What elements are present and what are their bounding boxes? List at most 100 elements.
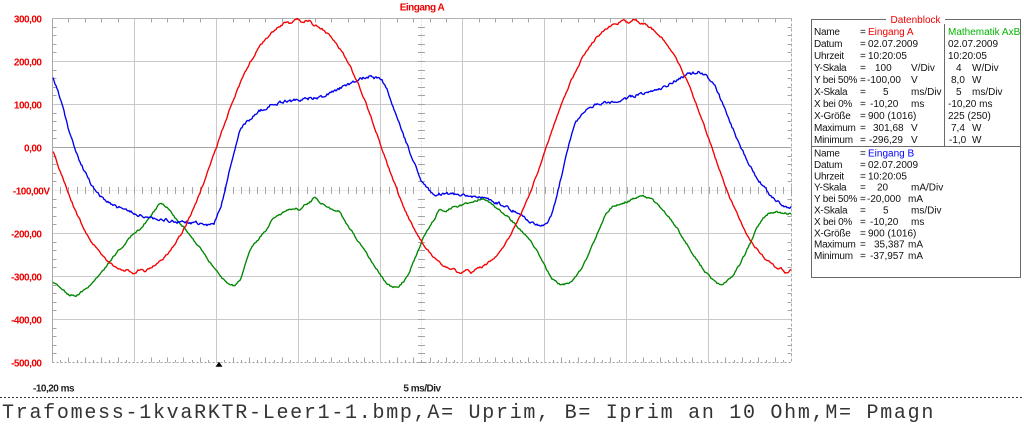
svg-text:300,00: 300,00	[14, 15, 43, 26]
svg-text:Y-Skala: Y-Skala	[814, 183, 847, 194]
svg-text:=: =	[860, 123, 866, 134]
svg-text:X bei 0%: X bei 0%	[814, 217, 852, 228]
svg-text:Eingang A: Eingang A	[400, 2, 445, 13]
svg-text:V: V	[911, 75, 918, 86]
svg-text:900 (1016): 900 (1016)	[868, 228, 916, 239]
svg-text:W: W	[972, 123, 982, 134]
svg-text:mA/Div: mA/Div	[911, 183, 943, 194]
svg-text:5 ms/Div: 5 ms/Div	[403, 384, 441, 395]
svg-text:20: 20	[877, 183, 889, 194]
svg-text:200,00: 200,00	[14, 58, 43, 69]
svg-text:=: =	[860, 217, 866, 228]
svg-text:=: =	[860, 99, 866, 110]
svg-text:100,00: 100,00	[14, 101, 43, 112]
svg-text:W: W	[972, 135, 982, 146]
svg-text:ms: ms	[911, 217, 924, 228]
svg-text:=: =	[860, 149, 866, 160]
svg-text:Name: Name	[814, 27, 840, 38]
svg-text:-10,20: -10,20	[870, 217, 899, 228]
svg-text:mA: mA	[908, 240, 923, 251]
svg-text:Minimum: Minimum	[814, 251, 853, 262]
svg-text:900 (1016): 900 (1016)	[868, 111, 916, 122]
svg-text:10:20:05: 10:20:05	[948, 51, 987, 62]
svg-text:-100,00: -100,00	[867, 75, 901, 86]
svg-text:Y-Skala: Y-Skala	[814, 63, 847, 74]
svg-text:Minimum: Minimum	[814, 135, 853, 146]
svg-text:02.07.2009: 02.07.2009	[868, 160, 918, 171]
svg-text:Y bei 50%: Y bei 50%	[814, 75, 858, 86]
svg-text:ms: ms	[911, 99, 924, 110]
svg-text:02.07.2009: 02.07.2009	[868, 39, 918, 50]
svg-text:-500,00: -500,00	[11, 359, 42, 370]
svg-text:=: =	[860, 194, 866, 205]
svg-text:=: =	[860, 39, 866, 50]
svg-text:ms/Div: ms/Div	[911, 87, 942, 98]
svg-text:=: =	[860, 183, 866, 194]
svg-text:Datum: Datum	[814, 160, 842, 171]
svg-text:100: 100	[875, 63, 892, 74]
svg-text:=: =	[860, 135, 866, 146]
svg-text:=: =	[860, 251, 866, 262]
svg-text:4: 4	[956, 63, 962, 74]
svg-text:Datenblock: Datenblock	[890, 15, 941, 26]
svg-text:=: =	[860, 51, 866, 62]
svg-text:7,4: 7,4	[951, 123, 965, 134]
svg-text:X-Skala: X-Skala	[814, 87, 848, 98]
svg-text:-20,000: -20,000	[867, 194, 901, 205]
svg-text:Eingang B: Eingang B	[868, 149, 914, 160]
svg-text:=: =	[860, 63, 866, 74]
svg-text:=: =	[860, 111, 866, 122]
svg-text:=: =	[860, 160, 866, 171]
svg-text:Name: Name	[814, 149, 840, 160]
svg-text:-200,00: -200,00	[11, 230, 42, 241]
svg-text:=: =	[860, 27, 866, 38]
svg-text:-300,00: -300,00	[11, 273, 42, 284]
svg-text:W/Div: W/Div	[972, 63, 999, 74]
svg-text:-10,20 ms: -10,20 ms	[33, 384, 75, 395]
svg-text:mA: mA	[908, 251, 923, 262]
svg-text:=: =	[860, 240, 866, 251]
svg-text:=: =	[860, 206, 866, 217]
svg-text:X-Größe: X-Größe	[814, 111, 851, 122]
svg-text:225 (250): 225 (250)	[948, 111, 991, 122]
svg-text:=: =	[860, 75, 866, 86]
svg-text:=: =	[860, 87, 866, 98]
svg-text:02.07.2009: 02.07.2009	[948, 39, 998, 50]
svg-text:Y bei 50%: Y bei 50%	[814, 194, 858, 205]
svg-text:-37,957: -37,957	[870, 251, 904, 262]
svg-text:0,00: 0,00	[24, 144, 42, 155]
svg-text:301,68: 301,68	[873, 123, 904, 134]
svg-text:Mathematik AxB: Mathematik AxB	[948, 27, 1021, 38]
svg-text:5: 5	[883, 87, 889, 98]
svg-text:Eingang A: Eingang A	[868, 27, 914, 38]
svg-text:mA: mA	[908, 194, 923, 205]
svg-text:10:20:05: 10:20:05	[868, 171, 907, 182]
svg-text:Maximum: Maximum	[814, 123, 856, 134]
svg-text:V/Div: V/Div	[911, 63, 935, 74]
svg-text:-10,20 ms: -10,20 ms	[948, 99, 992, 110]
svg-text:-400,00: -400,00	[11, 316, 42, 327]
svg-text:ms/Div: ms/Div	[972, 87, 1003, 98]
svg-text:=: =	[860, 171, 866, 182]
svg-text:-10,20: -10,20	[870, 99, 899, 110]
svg-text:-100,00V: -100,00V	[13, 187, 50, 198]
svg-text:V: V	[911, 135, 918, 146]
svg-text:5: 5	[956, 87, 962, 98]
svg-text:V: V	[911, 123, 918, 134]
svg-text:Maximum: Maximum	[814, 240, 856, 251]
svg-text:5: 5	[883, 206, 889, 217]
svg-text:X-Skala: X-Skala	[814, 206, 848, 217]
svg-text:Uhrzeit: Uhrzeit	[814, 51, 844, 62]
svg-text:ms/Div: ms/Div	[911, 206, 942, 217]
svg-text:35,387: 35,387	[874, 240, 905, 251]
svg-text:Trafomess-1kvaRKTR-Leer1-1.bmp: Trafomess-1kvaRKTR-Leer1-1.bmp,A= Uprim,…	[2, 402, 935, 425]
svg-text:W: W	[972, 75, 982, 86]
svg-text:8,0: 8,0	[951, 75, 965, 86]
svg-text:10:20:05: 10:20:05	[868, 51, 907, 62]
svg-text:-1,0: -1,0	[949, 135, 967, 146]
svg-text:=: =	[860, 228, 866, 239]
svg-text:X-Größe: X-Größe	[814, 228, 851, 239]
svg-text:Uhrzeit: Uhrzeit	[814, 171, 844, 182]
svg-text:X bei 0%: X bei 0%	[814, 99, 852, 110]
svg-text:Datum: Datum	[814, 39, 842, 50]
